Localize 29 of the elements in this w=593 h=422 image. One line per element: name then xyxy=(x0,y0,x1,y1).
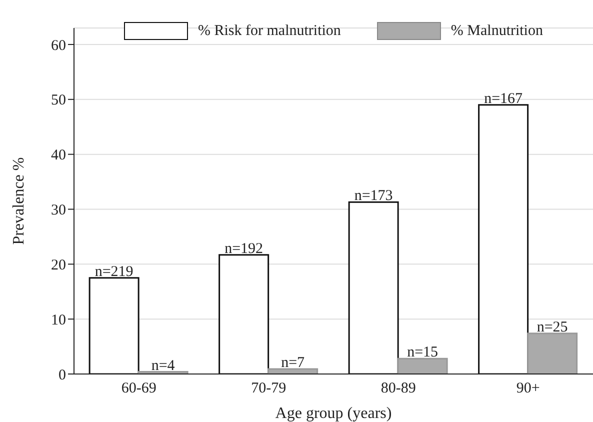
annotation: n=4 xyxy=(151,358,176,374)
bar xyxy=(88,277,140,374)
y-tick-label: 0 xyxy=(58,367,66,384)
x-tick-label: 80-89 xyxy=(380,380,416,397)
x-axis-title: Age group (years) xyxy=(275,405,392,422)
annotation: n=173 xyxy=(354,188,393,204)
annotation: n=192 xyxy=(224,240,264,257)
annotation: n=25 xyxy=(536,319,568,336)
annotation: n=15 xyxy=(407,344,438,361)
y-tick-label: 20 xyxy=(51,257,66,274)
x-tick-label: 60-69 xyxy=(121,380,156,397)
bar xyxy=(348,201,399,374)
y-tick-label: 30 xyxy=(51,202,66,219)
x-tick-label: 70-79 xyxy=(251,380,286,397)
bar xyxy=(218,254,270,374)
x-tick-label: 90+ xyxy=(516,380,540,397)
bar xyxy=(478,104,529,374)
bar xyxy=(397,358,448,374)
y-tick-label: 40 xyxy=(51,148,66,164)
annotation: n=167 xyxy=(484,90,524,107)
legend-label: % Risk for malnutrition xyxy=(198,22,341,40)
y-tick-label: 50 xyxy=(51,92,66,109)
y-tick-label: 60 xyxy=(51,38,66,54)
legend-label: % Malnutrition xyxy=(450,22,543,40)
annotation: n=219 xyxy=(94,264,134,280)
y-tick-label: 10 xyxy=(51,312,66,328)
bar xyxy=(527,332,578,374)
y-axis-title: Prevalence % xyxy=(10,157,28,245)
annotation: n=7 xyxy=(281,355,306,372)
